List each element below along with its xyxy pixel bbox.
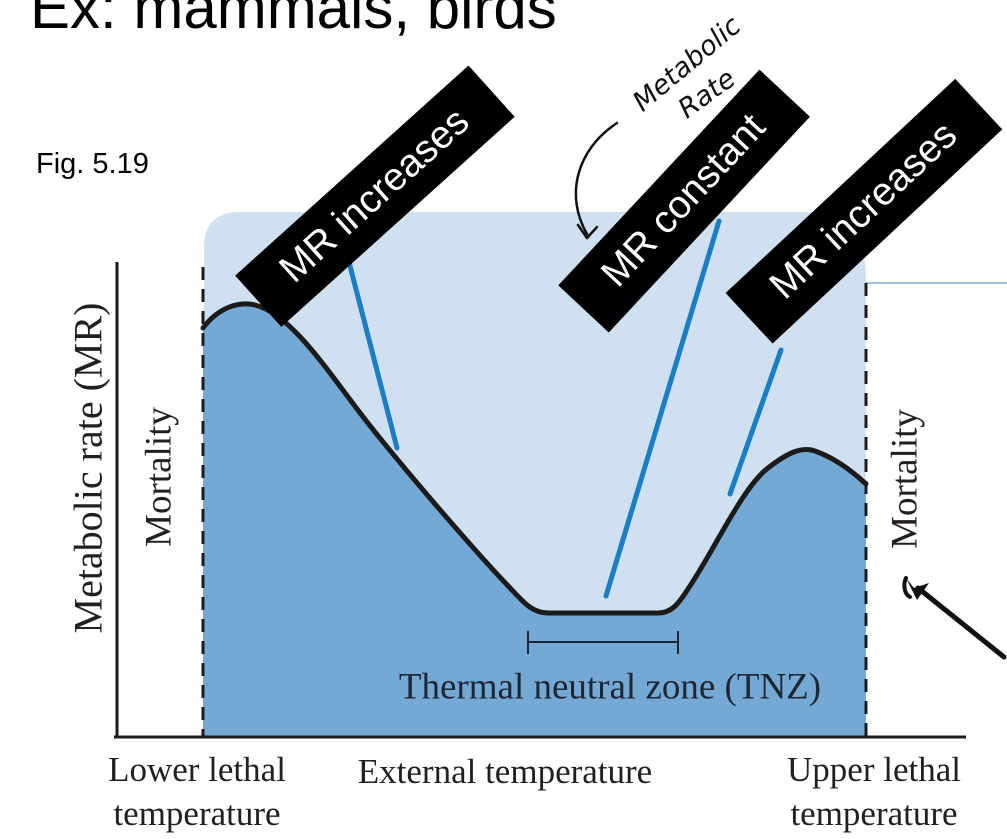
tnz-bracket — [527, 631, 679, 654]
dark-blue-region — [203, 303, 866, 736]
x-label-upper-lethal: Upper lethal temperature — [787, 748, 961, 836]
slide-title: Ex: mammals, birds — [30, 0, 557, 41]
metabolic-rate-curve — [200, 301, 869, 616]
mortality-label-left: Mortality — [138, 407, 180, 547]
handwritten-note-arrow — [574, 121, 619, 240]
mortality-label-right: Mortality — [884, 409, 926, 549]
mortality-pointer-arrow — [902, 576, 1007, 660]
x-label-lower-lethal-line1: Lower lethal — [108, 750, 286, 789]
x-label-lower-lethal: Lower lethal temperature — [108, 748, 286, 836]
y-axis-label: Metabolic rate (MR) — [65, 302, 111, 634]
tnz-label: Thermal neutral zone (TNZ) — [398, 666, 822, 708]
indicator-line-middle — [603, 218, 722, 599]
x-label-lower-lethal-line2: temperature — [113, 794, 281, 833]
x-label-upper-lethal-line1: Upper lethal — [787, 750, 961, 789]
figure-label: Fig. 5.19 — [36, 148, 149, 180]
x-label-external-temperature: External temperature — [357, 752, 653, 791]
indicator-line-left — [338, 228, 400, 451]
indicator-line-right — [727, 347, 784, 497]
x-label-upper-lethal-line2: temperature — [790, 794, 958, 833]
